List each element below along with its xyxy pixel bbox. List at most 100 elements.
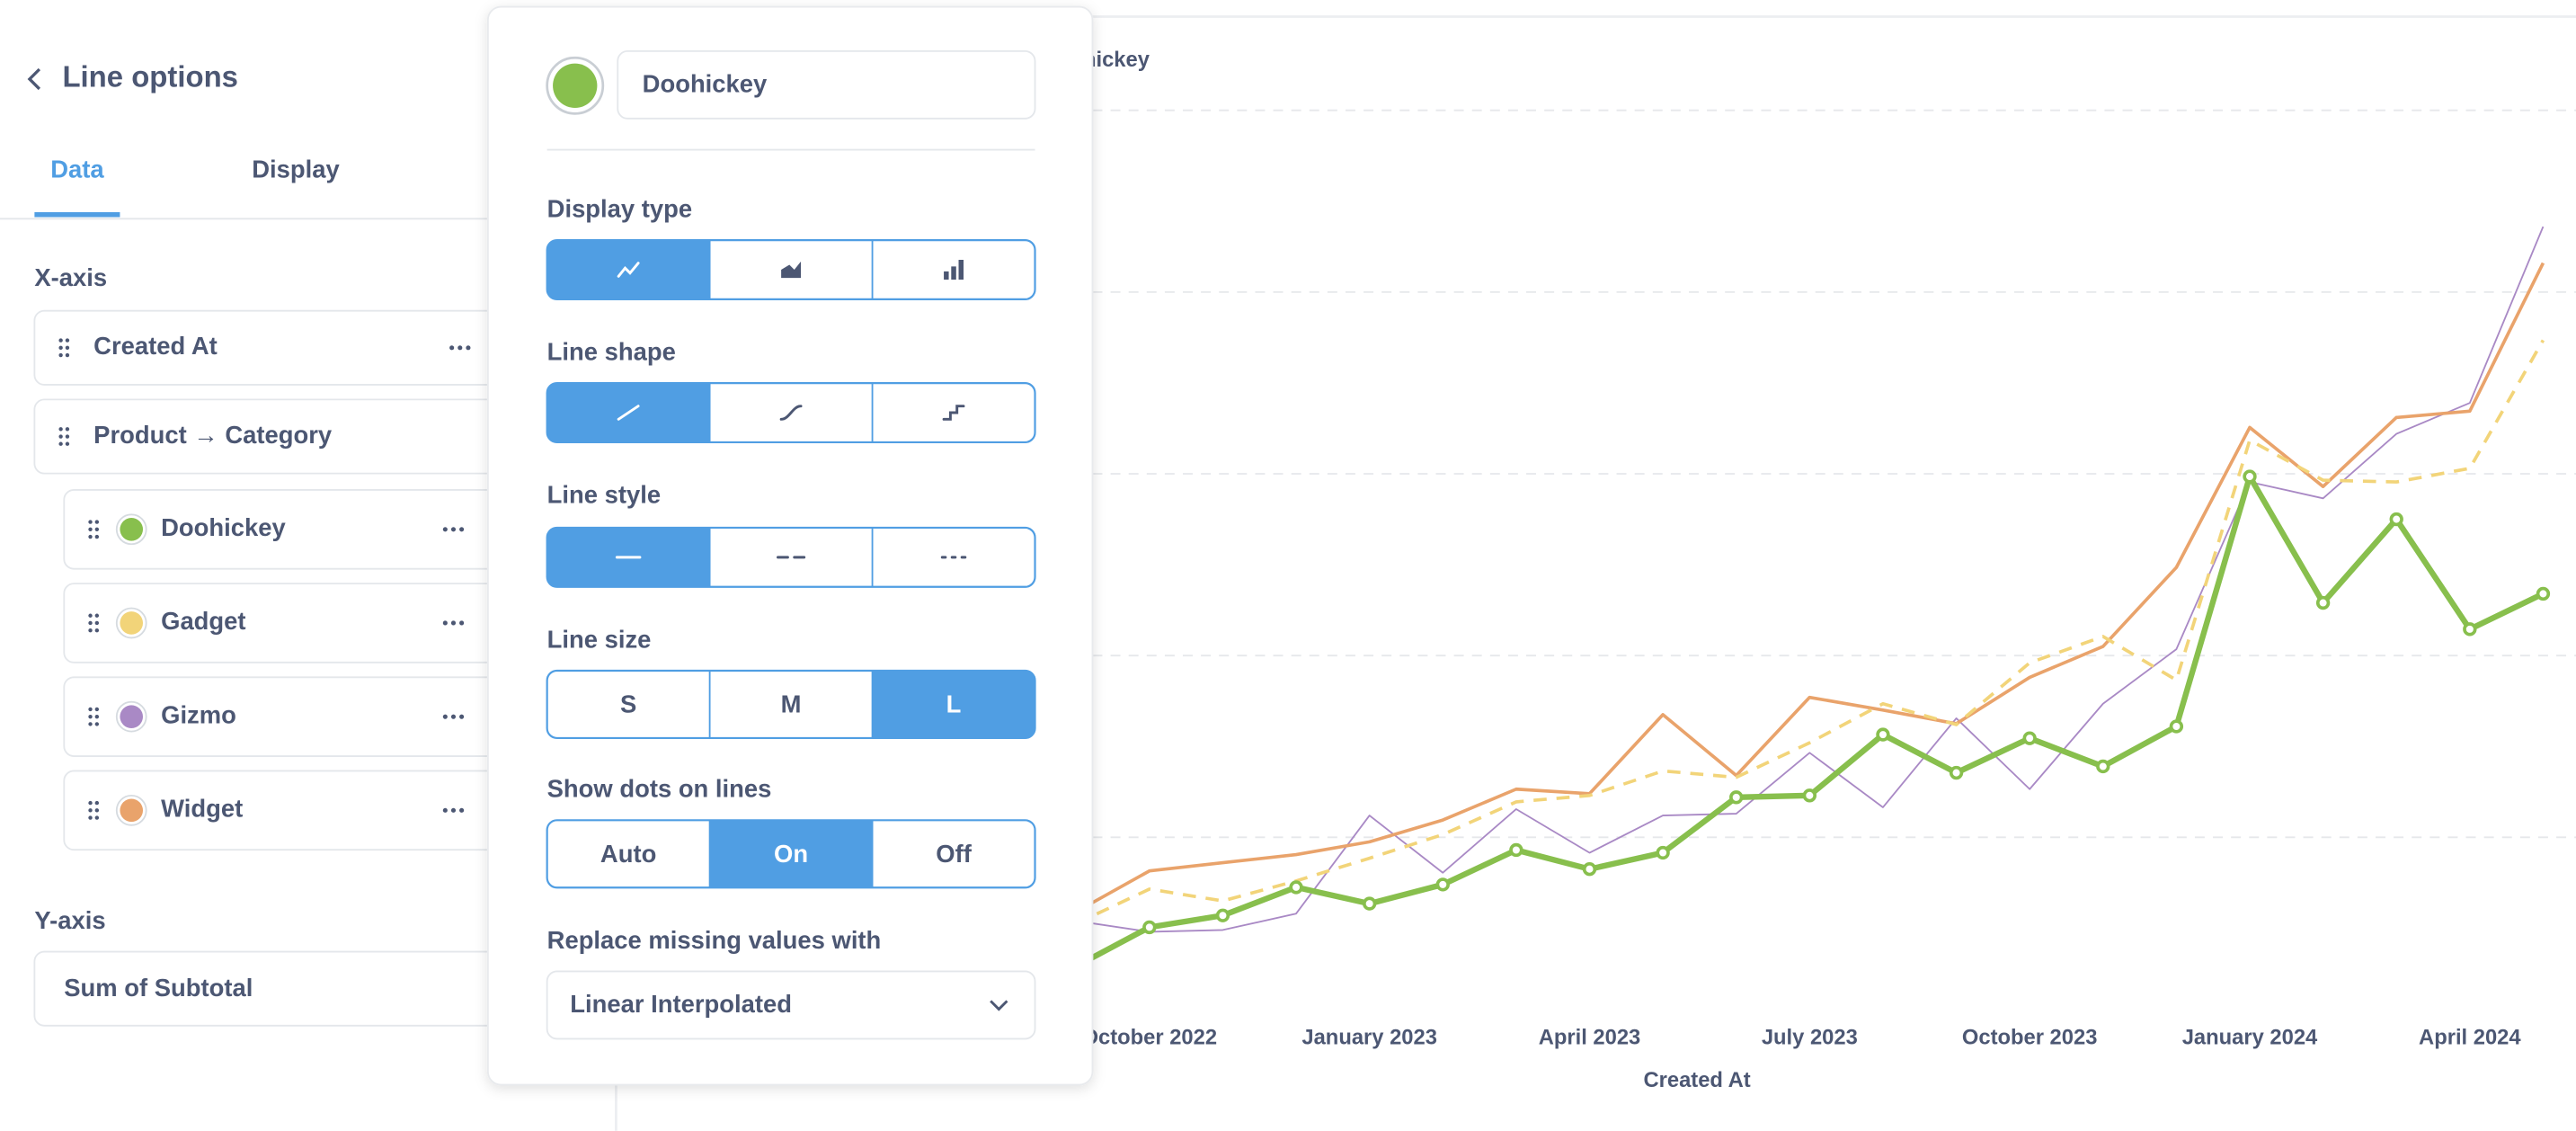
segment-icon [779, 405, 803, 421]
grip-dot [88, 613, 93, 618]
segment-border [546, 669, 1036, 740]
dropdown[interactable] [546, 970, 1036, 1040]
grip-dot [88, 815, 93, 820]
grip-dot [94, 808, 100, 813]
data-point [1656, 845, 1670, 860]
name-input[interactable] [617, 49, 1036, 120]
more-dot [442, 714, 448, 719]
name-input-text: Doohickey [643, 70, 768, 98]
grip-dot [58, 352, 63, 358]
grip-dot [88, 714, 93, 719]
option-label: Line size [547, 625, 652, 653]
segment[interactable] [709, 820, 873, 888]
x-tick-label: April 2024 [2419, 1026, 2521, 1050]
x-tick-label: April 2023 [1539, 1026, 1641, 1050]
option-label: Display type [547, 194, 692, 222]
data-point [1582, 862, 1597, 877]
segment-text: S [620, 690, 636, 718]
x-axis-label: Created At [1644, 1068, 1751, 1092]
segment[interactable] [546, 670, 710, 738]
data-point [2389, 512, 2403, 527]
segment-text: L [946, 690, 962, 718]
grip-dot [94, 520, 100, 524]
more-dot [457, 345, 463, 351]
more-dot [450, 620, 457, 626]
segment-icon [617, 405, 640, 421]
segment-text: M [781, 690, 802, 718]
series-swatch-fill [120, 798, 144, 823]
segment[interactable] [872, 820, 1035, 888]
segment[interactable] [872, 670, 1035, 738]
segment-text: Auto [600, 840, 656, 868]
data-point [2463, 622, 2477, 637]
segment-text: Off [936, 840, 972, 868]
data-point [2096, 759, 2110, 774]
grip-dot [94, 707, 100, 712]
tab[interactable]: Data [50, 156, 104, 183]
series-line [1075, 339, 2545, 925]
segment-icon [944, 260, 964, 280]
segment-border [546, 238, 1036, 300]
segment[interactable] [709, 670, 873, 738]
grip-dot [88, 800, 93, 806]
more-dot [442, 807, 448, 813]
segment-border [546, 819, 1036, 889]
more-dot [459, 620, 465, 626]
back-icon[interactable] [27, 67, 41, 91]
more-dot [466, 345, 471, 351]
segment-text: On [774, 840, 808, 868]
grip-dot [58, 441, 63, 446]
segment-icon [617, 262, 640, 278]
grip-dot [58, 427, 63, 432]
data-point [2169, 719, 2184, 734]
data-point [2315, 595, 2331, 610]
grip-dot [94, 628, 100, 633]
grip-dot [88, 534, 93, 539]
chart: October 2022 January 2023 April 2023 July 2… [1018, 48, 2576, 1092]
grip-dot [65, 427, 70, 432]
y-field: Sum of Subtotal [64, 974, 253, 1002]
x-tick-label: October 2022 [1082, 1026, 1218, 1050]
breakout-field: Product → Category [93, 421, 333, 449]
x-tick-label: January 2023 [1301, 1026, 1437, 1050]
segmented-control [546, 820, 1035, 888]
grip-dot [58, 338, 63, 343]
grip-dot [88, 620, 93, 626]
panel-title[interactable]: Line options [62, 60, 238, 94]
grip-dot [65, 441, 70, 446]
dropdown-value: Linear Interpolated [570, 990, 792, 1018]
series-name: Gizmo [161, 700, 236, 728]
grip-dot [88, 628, 93, 633]
data-point [2022, 731, 2037, 745]
more-dot [459, 807, 465, 813]
series-name: Widget [161, 795, 243, 823]
segment[interactable] [546, 820, 710, 888]
x-axis-heading: X-axis [34, 263, 107, 291]
x-tick-label: July 2023 [1762, 1026, 1858, 1050]
more-dot [459, 527, 465, 532]
tab-underline [34, 212, 120, 218]
grip-dot [65, 345, 70, 351]
more-dot [459, 714, 465, 719]
grip-dot [94, 815, 100, 820]
data-point [1876, 727, 1890, 742]
data-point [2536, 586, 2551, 601]
data-point [1509, 842, 1523, 858]
grip-dot [88, 808, 93, 813]
grip-dot [88, 707, 93, 712]
series-line [1076, 226, 2545, 933]
grip-dot [65, 434, 70, 439]
series-name: Doohickey [161, 513, 286, 541]
series-name: Gadget [161, 607, 245, 635]
data-point [1215, 908, 1230, 922]
option-label: Show dots on lines [547, 775, 772, 803]
more-dot [450, 714, 457, 719]
segmented-control [546, 670, 1035, 738]
segment[interactable] [709, 527, 873, 587]
grip-dot [94, 722, 100, 726]
color-fill[interactable] [553, 63, 598, 108]
grip-dot [94, 534, 100, 539]
tab[interactable]: Display [252, 156, 340, 183]
sidebar: Line options Data Display X-axis Created At P… [0, 60, 527, 1027]
data-point [1949, 765, 1964, 780]
